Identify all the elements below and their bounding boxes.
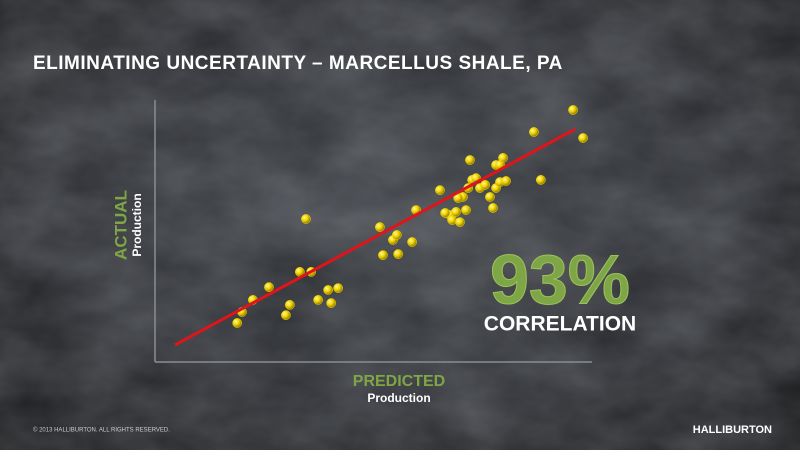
data-point [323,285,333,295]
data-point [485,192,495,202]
x-label-sub: Production [367,391,430,405]
data-point [435,185,445,195]
data-point [333,283,343,293]
data-point [264,282,274,292]
plot [174,105,588,347]
copyright: © 2013 HALLIBURTON. ALL RIGHTS RESERVED. [33,427,170,434]
data-point [461,205,471,215]
y-label-sub: Production [130,193,144,256]
data-point [501,176,511,186]
data-point [529,127,539,137]
data-point [392,230,402,240]
x-label: PREDICTED [353,373,445,390]
data-point [440,208,450,218]
data-point [480,180,491,190]
data-point [281,310,291,320]
data-point [313,295,323,305]
y-label: ACTUAL [111,190,130,260]
correlation-value: 93% [490,240,630,318]
data-point [568,105,578,115]
data-point [285,300,295,310]
data-point [232,318,243,328]
trend-line [174,127,576,347]
data-point [375,222,385,232]
data-point [451,207,461,217]
correlation-label: CORRELATION [484,313,636,336]
data-point [465,155,475,165]
data-point [378,250,388,260]
data-point [301,214,311,224]
data-point [455,217,465,227]
data-point [578,133,588,143]
slide-title: ELIMINATING UNCERTAINTY – MARCELLUS SHAL… [33,53,563,74]
data-point [393,249,404,259]
data-point [407,237,417,247]
data-point [488,203,498,213]
data-point [535,175,546,185]
data-point [326,298,337,308]
logo: HALLIBURTON [693,424,772,436]
